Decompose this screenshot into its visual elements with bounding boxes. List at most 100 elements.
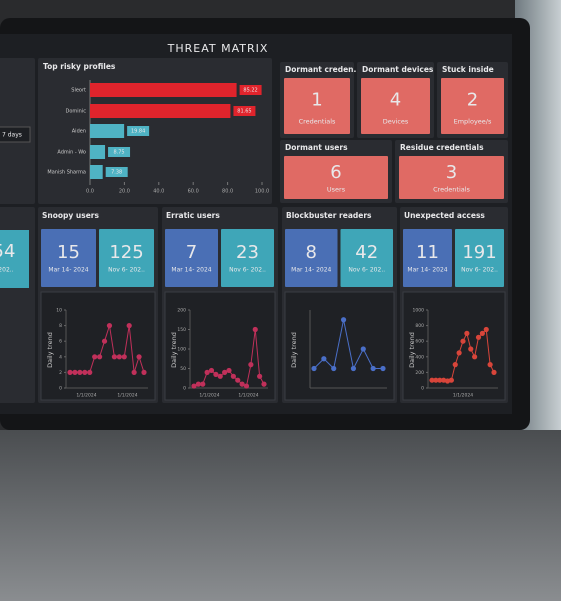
y-tick-label: 6 <box>59 339 62 345</box>
trend-point <box>491 369 497 375</box>
metric-box <box>340 229 393 287</box>
trend-point <box>72 369 78 375</box>
panel-title: Snoopy users <box>42 211 100 220</box>
metric-value: 54 <box>0 241 15 262</box>
trend-point <box>191 383 197 389</box>
trend-point <box>483 326 489 333</box>
card-title: Stuck inside <box>442 65 494 74</box>
trend-point <box>475 334 482 340</box>
y-axis-label: Daily trend <box>408 332 416 368</box>
metric-value: 7 <box>186 242 197 263</box>
bar <box>90 124 125 138</box>
filter-box <box>0 126 31 143</box>
category-label: Aiden <box>72 129 86 135</box>
y-tick-label: 400 <box>415 354 424 360</box>
bar <box>90 145 106 159</box>
metric-value: 8 <box>306 242 317 263</box>
card-title: Residue credentials <box>400 143 484 152</box>
metric-date: Mar 14- 2024 <box>48 267 88 274</box>
desk <box>0 430 561 601</box>
value-label-box <box>233 106 256 116</box>
metric-box <box>221 229 274 287</box>
trend-point <box>452 362 458 368</box>
bar <box>90 104 231 118</box>
card-label: Credentials <box>299 118 336 126</box>
y-tick-label: 800 <box>415 323 424 329</box>
x-tick-label: 60.0 <box>188 189 199 195</box>
card-box <box>284 156 388 199</box>
trend-point <box>257 373 263 379</box>
trend-point <box>217 373 223 379</box>
chart-box <box>40 291 156 401</box>
value-label: 85.22 <box>243 88 257 94</box>
y-axis-label: Daily trend <box>46 332 54 368</box>
trend-point <box>479 330 485 336</box>
trend-point <box>456 350 462 356</box>
panel-title: Top risky profiles <box>43 62 116 71</box>
value-label-box <box>239 85 262 95</box>
y-tick-label: 10 <box>56 308 62 314</box>
x-tick-label: 100.0 <box>255 189 269 195</box>
trend-point <box>222 369 228 375</box>
trend-point <box>195 381 201 387</box>
trend-point <box>77 369 83 375</box>
trend-point <box>226 367 232 374</box>
category-label: Dominic <box>66 109 87 115</box>
metric-box <box>165 229 218 287</box>
card-label: Users <box>327 186 346 194</box>
metric-value: 125 <box>109 242 143 263</box>
trend-point <box>464 330 470 336</box>
y-tick-label: 4 <box>59 354 62 360</box>
trend-point <box>87 369 93 375</box>
value-label: 7.38 <box>111 170 122 176</box>
trend-point <box>261 381 267 387</box>
metric-value: 11 <box>416 242 439 263</box>
x-tick-label: 80.0 <box>222 189 233 195</box>
x-tick-label: 1/1/2024 <box>199 393 219 399</box>
metric-box <box>0 230 29 288</box>
value-label: 19.84 <box>131 129 145 135</box>
trend-point <box>360 346 366 352</box>
trend-point <box>111 354 117 360</box>
trend-point <box>444 378 451 384</box>
trend-point <box>350 365 357 372</box>
trend-point <box>126 323 132 329</box>
bar <box>90 165 103 179</box>
metric-date: Nov 6- 202.. <box>461 267 498 274</box>
trend-point <box>448 377 454 383</box>
trend-point <box>460 338 466 344</box>
trend-point <box>239 381 245 387</box>
trend-point <box>121 354 127 360</box>
y-tick-label: 600 <box>415 339 424 345</box>
metric-date: Mar 14- 2024 <box>171 267 211 274</box>
card-box <box>284 78 350 134</box>
y-axis-label: Daily trend <box>290 332 298 368</box>
value-label-box <box>108 147 131 157</box>
bar <box>90 83 237 97</box>
x-tick-label: 1/1/2024 <box>453 393 473 399</box>
card-title: Dormant creden... <box>285 65 362 74</box>
y-tick-label: 2 <box>59 370 62 376</box>
y-tick-label: 0 <box>421 386 424 392</box>
trend-point <box>433 377 439 383</box>
y-tick-label: 0 <box>183 386 186 392</box>
value-label-box <box>127 126 150 136</box>
x-tick-label: 1/1/2024 <box>76 393 96 399</box>
card-box <box>399 156 504 199</box>
category-label: Manish Sharma <box>47 170 86 176</box>
y-axis-label: Daily trend <box>170 332 178 368</box>
trend-point <box>136 354 142 360</box>
metric-box <box>99 229 154 287</box>
trend-point <box>429 377 435 383</box>
value-label: 8.75 <box>113 150 124 156</box>
y-tick-label: 200 <box>177 308 186 314</box>
trend-point <box>97 354 103 360</box>
metric-box <box>41 229 96 287</box>
filter-text: 7 days <box>2 132 22 139</box>
metric-date: Mar 14- 2024 <box>407 267 447 274</box>
value-label-box <box>105 167 128 177</box>
trend-point <box>101 338 108 344</box>
trend-point <box>116 354 122 360</box>
card-value: 6 <box>330 162 341 183</box>
trend-point <box>230 373 236 379</box>
